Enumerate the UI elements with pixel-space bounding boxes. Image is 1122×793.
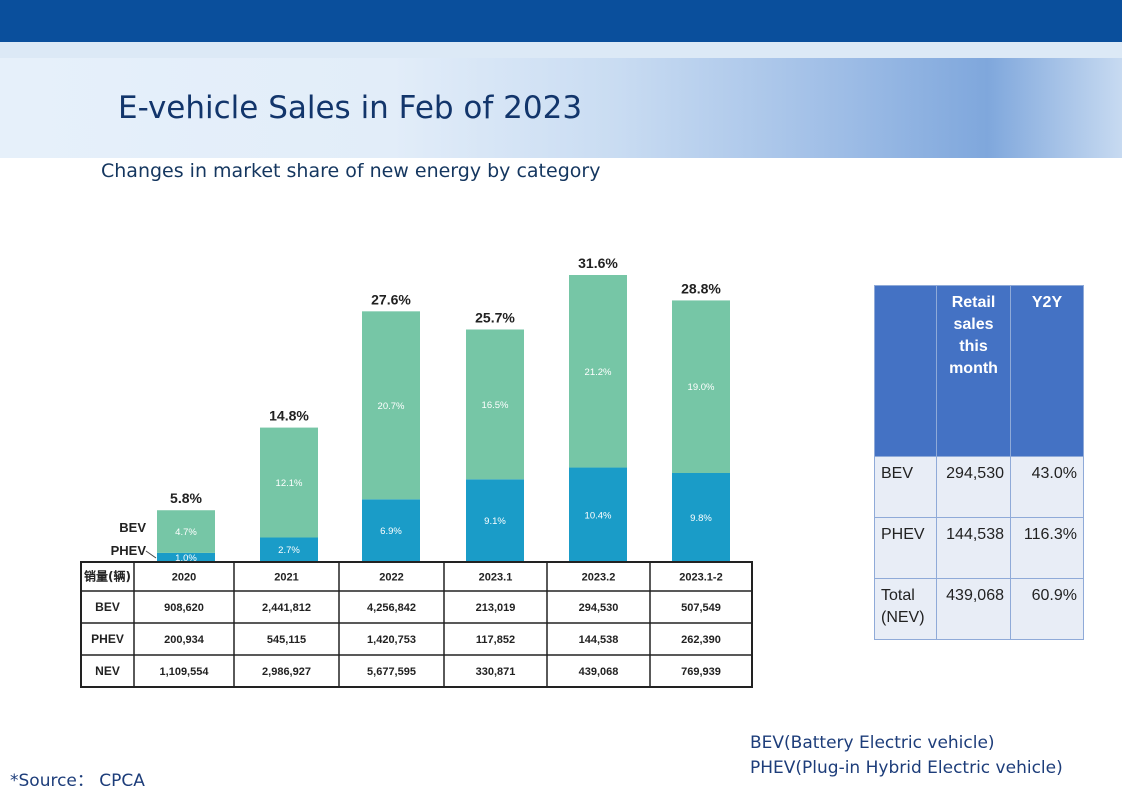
retail-row-sales: 439,068 [936, 578, 1011, 640]
sales-table-cell: 1,420,753 [367, 634, 416, 646]
sales-table-col-header: 2021 [274, 572, 298, 584]
sales-table-cell: 330,871 [476, 666, 516, 678]
retail-row-y2y: 60.9% [1010, 578, 1084, 640]
sales-table-cell: 144,538 [579, 634, 619, 646]
sales-table-frame [80, 561, 753, 688]
total-share-label: 14.8% [269, 408, 309, 424]
retail-row-label: BEV [874, 456, 937, 518]
header-stripe [0, 42, 1122, 58]
sales-table-header-label: 销量(辆) [84, 569, 131, 584]
sales-table-cell: 294,530 [579, 602, 619, 614]
legend-phev-pointer [145, 550, 157, 559]
data-label-phev: 9.8% [690, 513, 712, 524]
note-bev: BEV(Battery Electric vehicle) [750, 733, 995, 753]
sales-table-cell: 213,019 [476, 602, 516, 614]
legend-phev-label: PHEV [111, 543, 147, 558]
bar-segment-bev [362, 311, 420, 500]
bar-segment-bev [157, 510, 215, 553]
sales-table-cell: 2,441,812 [262, 602, 311, 614]
bar-segment-phev [672, 472, 730, 562]
bar-segment-bev [569, 275, 627, 468]
sales-table-col-header: 2023.1 [479, 572, 513, 584]
sales-table-row-label: PHEV [91, 632, 124, 646]
source-note: *Source： CPCA [10, 771, 145, 791]
sales-table-cell: 117,852 [476, 634, 515, 646]
sales-table-cell: 5,677,595 [367, 666, 416, 678]
sales-table-cell: 769,939 [681, 666, 721, 678]
retail-row-y2y: 116.3% [1010, 517, 1084, 579]
sales-table-cell: 4,256,842 [367, 602, 416, 614]
sales-table-cell: 507,549 [681, 602, 721, 614]
total-share-label: 31.6% [578, 255, 618, 271]
data-label-bev: 21.2% [585, 367, 612, 378]
sales-table-cell: 1,109,554 [160, 666, 210, 678]
bar-segment-bev [466, 329, 524, 480]
header-bar [0, 0, 1122, 42]
sales-table-col-header: 2020 [172, 572, 196, 584]
title-band [0, 58, 1122, 158]
sales-table-cell: 262,390 [681, 634, 721, 646]
page-title: E-vehicle Sales in Feb of 2023 [118, 90, 583, 126]
retail-row-label: Total(NEV) [874, 578, 937, 640]
bar-segment-phev [466, 479, 524, 562]
retail-table-header-row: Retail sales this month Y2Y [874, 285, 1084, 457]
data-label-phev: 6.9% [380, 526, 402, 537]
data-label-phev: 2.7% [278, 545, 300, 556]
legend-bev-label: BEV [119, 520, 146, 535]
retail-header-sales: Retail sales this month [936, 285, 1011, 457]
data-label-phev: 1.0% [175, 553, 197, 564]
sales-table-col-header: 2023.1-2 [679, 572, 722, 584]
sales-table-cell: 439,068 [579, 666, 619, 678]
data-label-bev: 19.0% [688, 382, 715, 393]
page-subtitle: Changes in market share of new energy by… [101, 160, 601, 182]
retail-row-sales: 294,530 [936, 456, 1011, 518]
data-label-bev: 20.7% [378, 401, 405, 412]
total-share-label: 28.8% [681, 280, 721, 296]
retail-row-label: PHEV [874, 517, 937, 579]
note-phev: PHEV(Plug-in Hybrid Electric vehicle) [750, 758, 1063, 778]
sales-table-cell: 545,115 [267, 634, 306, 646]
data-label-phev: 9.1% [484, 516, 506, 527]
data-label-bev: 16.5% [482, 400, 509, 411]
bar-segment-bev [260, 427, 318, 538]
retail-header-y2y: Y2Y [1010, 285, 1084, 457]
sales-table-row-label: NEV [95, 664, 120, 678]
retail-row-bev: BEV 294,530 43.0% [874, 456, 1084, 518]
total-share-label: 27.6% [371, 291, 411, 307]
retail-row-sales: 144,538 [936, 517, 1011, 579]
retail-header-blank [874, 285, 937, 457]
sales-table-cell: 200,934 [164, 634, 205, 646]
sales-table-row-label: BEV [95, 600, 120, 614]
bar-segment-phev [569, 467, 627, 562]
retail-row-y2y: 43.0% [1010, 456, 1084, 518]
data-label-phev: 10.4% [585, 510, 612, 521]
abbreviation-notes: BEV(Battery Electric vehicle) PHEV(Plug-… [750, 731, 1063, 781]
retail-sales-table: Retail sales this month Y2Y BEV 294,530 … [874, 285, 1084, 640]
total-share-label: 5.8% [170, 490, 202, 506]
bar-segment-phev [362, 499, 420, 562]
bar-segment-bev [672, 300, 730, 473]
retail-row-total: Total(NEV) 439,068 60.9% [874, 578, 1084, 640]
retail-row-phev: PHEV 144,538 116.3% [874, 517, 1084, 579]
bar-segment-phev [260, 537, 318, 562]
sales-table-cell: 908,620 [164, 602, 204, 614]
data-label-bev: 12.1% [276, 478, 303, 489]
sales-table-col-header: 2023.2 [582, 572, 616, 584]
sales-table-col-header: 2022 [379, 572, 403, 584]
bar-segment-phev [157, 552, 215, 562]
sales-table-cell: 2,986,927 [262, 666, 311, 678]
total-share-label: 25.7% [475, 309, 515, 325]
data-label-bev: 4.7% [175, 527, 197, 538]
